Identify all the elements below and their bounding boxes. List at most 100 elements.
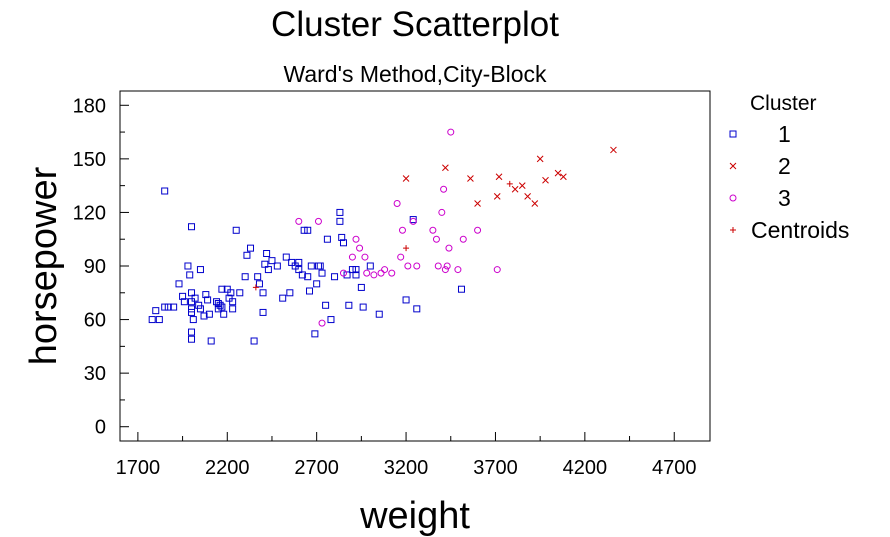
point-1 bbox=[336, 217, 344, 225]
point-1 bbox=[200, 312, 208, 320]
point-1 bbox=[457, 285, 465, 293]
point-1 bbox=[254, 273, 262, 281]
point-centroids bbox=[252, 284, 259, 291]
point-1 bbox=[263, 250, 271, 257]
point-1 bbox=[295, 266, 303, 274]
point-3 bbox=[381, 266, 389, 274]
point-2 bbox=[610, 146, 617, 154]
point-1 bbox=[268, 257, 276, 265]
point-3 bbox=[404, 262, 412, 270]
point-3 bbox=[454, 266, 462, 274]
point-1 bbox=[261, 260, 269, 268]
point-3 bbox=[397, 253, 405, 261]
point-centroids bbox=[403, 245, 410, 252]
point-1 bbox=[214, 305, 222, 313]
point-1 bbox=[413, 305, 421, 313]
point-3 bbox=[443, 262, 451, 270]
legend: 1 2 3 Centroids bbox=[729, 121, 849, 243]
x-tick-label: 3700 bbox=[473, 457, 518, 479]
point-1 bbox=[152, 307, 160, 315]
point-1 bbox=[288, 258, 296, 266]
plot-frame bbox=[119, 90, 711, 442]
point-3 bbox=[370, 271, 378, 279]
y-tick-label: 0 bbox=[95, 417, 106, 439]
legend-marker-3 bbox=[729, 194, 737, 202]
x-tick-label: 2200 bbox=[205, 457, 250, 479]
y-tick-label: 150 bbox=[73, 149, 106, 171]
point-1 bbox=[295, 258, 303, 266]
point-1 bbox=[225, 294, 233, 302]
point-1 bbox=[236, 289, 244, 297]
point-1 bbox=[202, 291, 210, 299]
point-1 bbox=[327, 316, 335, 324]
point-1 bbox=[196, 266, 204, 274]
point-1 bbox=[375, 310, 383, 318]
point-1 bbox=[220, 310, 228, 318]
point-1 bbox=[175, 280, 183, 288]
point-1 bbox=[229, 298, 237, 306]
point-1 bbox=[232, 226, 240, 234]
point-1 bbox=[304, 226, 312, 234]
point-1 bbox=[214, 300, 222, 307]
point-2 bbox=[536, 155, 544, 163]
legend-marker-1 bbox=[729, 130, 737, 138]
point-1 bbox=[188, 289, 196, 297]
x-tick-label: 1700 bbox=[116, 457, 161, 479]
data-points bbox=[148, 128, 617, 345]
point-1 bbox=[218, 285, 226, 293]
point-2 bbox=[474, 200, 481, 207]
legend-label-centroids: Centroids bbox=[751, 217, 849, 243]
x-axis-label: weight bbox=[359, 495, 470, 537]
point-1 bbox=[196, 305, 204, 313]
point-1 bbox=[161, 187, 169, 195]
point-1 bbox=[155, 316, 163, 324]
point-1 bbox=[304, 273, 312, 281]
point-1 bbox=[164, 303, 172, 311]
point-1 bbox=[161, 303, 169, 311]
point-1 bbox=[241, 273, 249, 281]
point-1 bbox=[188, 328, 196, 336]
x-tick-label: 4200 bbox=[563, 457, 608, 479]
point-3 bbox=[493, 266, 501, 274]
point-1 bbox=[180, 298, 188, 306]
chart-title: Cluster Scatterplot bbox=[271, 5, 559, 44]
point-3 bbox=[398, 226, 406, 234]
point-1 bbox=[148, 316, 156, 324]
point-1 bbox=[306, 287, 314, 295]
x-tick-label: 2700 bbox=[294, 457, 339, 479]
point-1 bbox=[188, 308, 196, 316]
point-1 bbox=[188, 335, 196, 343]
point-1 bbox=[331, 273, 339, 281]
point-1 bbox=[264, 266, 272, 274]
legend-label-2: 2 bbox=[778, 153, 791, 179]
point-2 bbox=[531, 200, 539, 207]
point-3 bbox=[429, 226, 437, 234]
point-1 bbox=[213, 298, 221, 306]
point-3 bbox=[388, 269, 396, 277]
point-1 bbox=[336, 208, 344, 216]
y-tick-label: 120 bbox=[73, 202, 106, 224]
point-1 bbox=[207, 337, 215, 345]
point-1 bbox=[195, 301, 203, 309]
point-1 bbox=[339, 239, 347, 247]
legend-marker-2 bbox=[729, 162, 737, 170]
legend-title: Cluster bbox=[750, 92, 817, 115]
point-3 bbox=[377, 269, 385, 277]
point-3 bbox=[361, 253, 369, 261]
point-1 bbox=[205, 310, 213, 318]
point-3 bbox=[393, 200, 401, 207]
x-tick-label: 4700 bbox=[652, 457, 697, 479]
y-tick-label: 180 bbox=[73, 95, 106, 117]
point-3 bbox=[474, 226, 482, 234]
point-3 bbox=[352, 235, 360, 243]
point-3 bbox=[413, 262, 421, 270]
point-1 bbox=[216, 301, 224, 309]
point-1 bbox=[189, 316, 197, 324]
point-1 bbox=[286, 289, 294, 297]
y-tick-label: 90 bbox=[84, 256, 106, 278]
point-1 bbox=[273, 262, 281, 270]
point-3 bbox=[318, 319, 326, 327]
point-2 bbox=[542, 176, 549, 184]
point-1 bbox=[352, 266, 360, 274]
